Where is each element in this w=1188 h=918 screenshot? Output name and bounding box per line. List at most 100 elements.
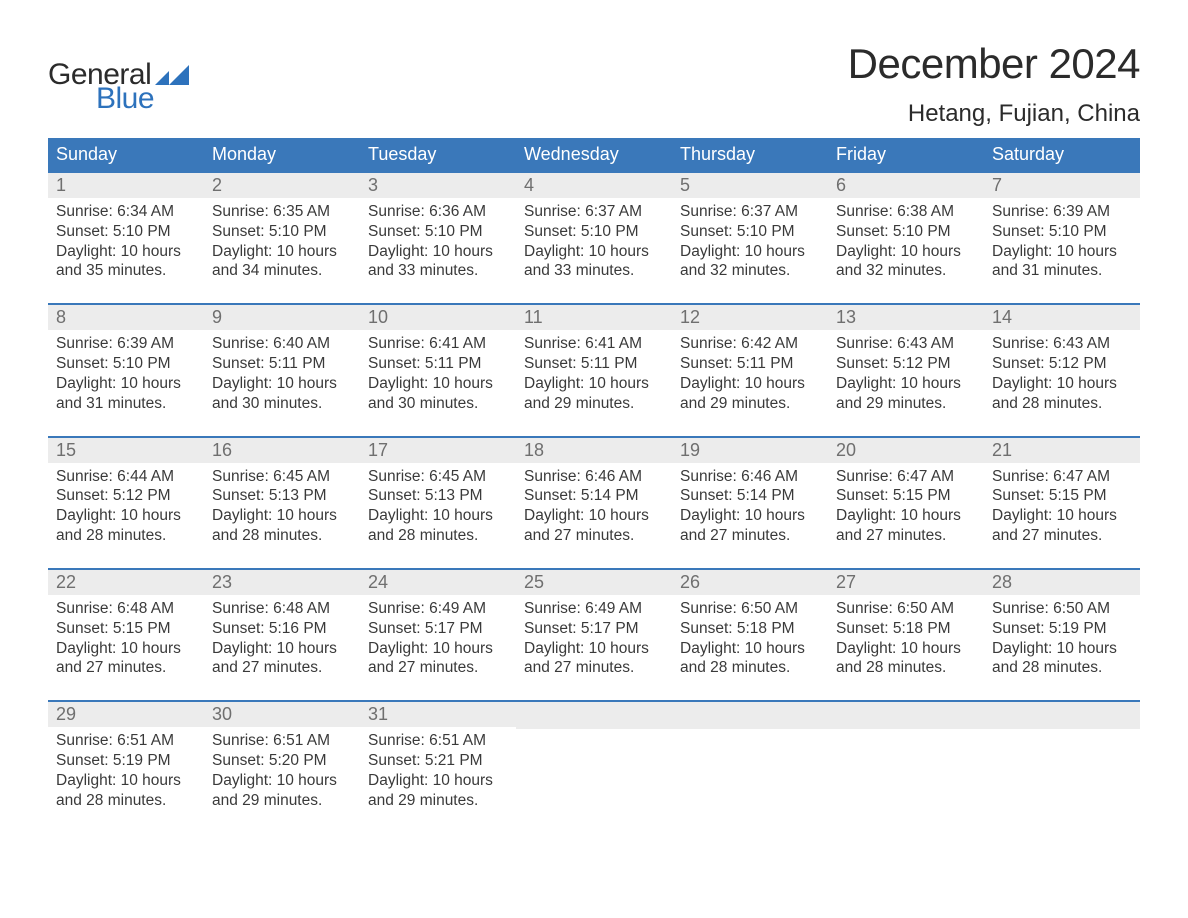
- day-number: 25: [516, 570, 672, 595]
- daylight-line-1: Daylight: 10 hours: [368, 242, 508, 262]
- day-cell: 23Sunrise: 6:48 AMSunset: 5:16 PMDayligh…: [204, 570, 360, 682]
- sunrise-line: Sunrise: 6:37 AM: [524, 202, 664, 222]
- day-body: Sunrise: 6:38 AMSunset: 5:10 PMDaylight:…: [828, 198, 984, 285]
- daylight-line-2: and 31 minutes.: [992, 261, 1132, 281]
- weekday-header: Thursday: [672, 138, 828, 171]
- daylight-line-2: and 27 minutes.: [56, 658, 196, 678]
- day-number: 14: [984, 305, 1140, 330]
- daylight-line-2: and 27 minutes.: [680, 526, 820, 546]
- day-number: 26: [672, 570, 828, 595]
- daylight-line-1: Daylight: 10 hours: [212, 374, 352, 394]
- day-body: Sunrise: 6:37 AMSunset: 5:10 PMDaylight:…: [672, 198, 828, 285]
- day-number: 2: [204, 173, 360, 198]
- day-number: 22: [48, 570, 204, 595]
- daylight-line-2: and 28 minutes.: [992, 658, 1132, 678]
- day-cell: [984, 702, 1140, 814]
- day-number: 12: [672, 305, 828, 330]
- day-cell: 3Sunrise: 6:36 AMSunset: 5:10 PMDaylight…: [360, 173, 516, 285]
- sunrise-line: Sunrise: 6:46 AM: [680, 467, 820, 487]
- day-number-empty: [672, 702, 828, 729]
- sunset-line: Sunset: 5:17 PM: [524, 619, 664, 639]
- day-cell: 17Sunrise: 6:45 AMSunset: 5:13 PMDayligh…: [360, 438, 516, 550]
- day-number: 16: [204, 438, 360, 463]
- day-cell: 18Sunrise: 6:46 AMSunset: 5:14 PMDayligh…: [516, 438, 672, 550]
- daylight-line-1: Daylight: 10 hours: [992, 506, 1132, 526]
- sunrise-line: Sunrise: 6:48 AM: [212, 599, 352, 619]
- day-body: Sunrise: 6:49 AMSunset: 5:17 PMDaylight:…: [360, 595, 516, 682]
- day-number: 31: [360, 702, 516, 727]
- day-number: 20: [828, 438, 984, 463]
- sunrise-line: Sunrise: 6:44 AM: [56, 467, 196, 487]
- daylight-line-1: Daylight: 10 hours: [368, 771, 508, 791]
- sunset-line: Sunset: 5:13 PM: [212, 486, 352, 506]
- brand-word2: Blue: [96, 84, 191, 114]
- daylight-line-2: and 27 minutes.: [212, 658, 352, 678]
- daylight-line-1: Daylight: 10 hours: [992, 242, 1132, 262]
- day-cell: 28Sunrise: 6:50 AMSunset: 5:19 PMDayligh…: [984, 570, 1140, 682]
- daylight-line-2: and 30 minutes.: [368, 394, 508, 414]
- sunset-line: Sunset: 5:10 PM: [992, 222, 1132, 242]
- weekday-header: Saturday: [984, 138, 1140, 171]
- day-body: Sunrise: 6:36 AMSunset: 5:10 PMDaylight:…: [360, 198, 516, 285]
- day-body: Sunrise: 6:47 AMSunset: 5:15 PMDaylight:…: [984, 463, 1140, 550]
- day-cell: 19Sunrise: 6:46 AMSunset: 5:14 PMDayligh…: [672, 438, 828, 550]
- daylight-line-1: Daylight: 10 hours: [56, 374, 196, 394]
- day-number: 7: [984, 173, 1140, 198]
- daylight-line-2: and 32 minutes.: [680, 261, 820, 281]
- day-number: 27: [828, 570, 984, 595]
- day-body: Sunrise: 6:44 AMSunset: 5:12 PMDaylight:…: [48, 463, 204, 550]
- daylight-line-2: and 28 minutes.: [680, 658, 820, 678]
- day-cell: 27Sunrise: 6:50 AMSunset: 5:18 PMDayligh…: [828, 570, 984, 682]
- daylight-line-2: and 29 minutes.: [680, 394, 820, 414]
- day-number: 11: [516, 305, 672, 330]
- week-row: 1Sunrise: 6:34 AMSunset: 5:10 PMDaylight…: [48, 171, 1140, 285]
- sunrise-line: Sunrise: 6:42 AM: [680, 334, 820, 354]
- daylight-line-2: and 27 minutes.: [992, 526, 1132, 546]
- sunrise-line: Sunrise: 6:51 AM: [368, 731, 508, 751]
- sunrise-line: Sunrise: 6:47 AM: [836, 467, 976, 487]
- day-body: Sunrise: 6:51 AMSunset: 5:19 PMDaylight:…: [48, 727, 204, 814]
- sunset-line: Sunset: 5:12 PM: [56, 486, 196, 506]
- day-cell: 21Sunrise: 6:47 AMSunset: 5:15 PMDayligh…: [984, 438, 1140, 550]
- sunrise-line: Sunrise: 6:41 AM: [368, 334, 508, 354]
- day-number-empty: [828, 702, 984, 729]
- daylight-line-2: and 27 minutes.: [836, 526, 976, 546]
- day-cell: 2Sunrise: 6:35 AMSunset: 5:10 PMDaylight…: [204, 173, 360, 285]
- day-body: Sunrise: 6:51 AMSunset: 5:20 PMDaylight:…: [204, 727, 360, 814]
- day-number: 10: [360, 305, 516, 330]
- weekday-header: Wednesday: [516, 138, 672, 171]
- sunset-line: Sunset: 5:17 PM: [368, 619, 508, 639]
- day-number: 23: [204, 570, 360, 595]
- day-cell: 13Sunrise: 6:43 AMSunset: 5:12 PMDayligh…: [828, 305, 984, 417]
- day-body: Sunrise: 6:35 AMSunset: 5:10 PMDaylight:…: [204, 198, 360, 285]
- daylight-line-2: and 34 minutes.: [212, 261, 352, 281]
- sunset-line: Sunset: 5:14 PM: [680, 486, 820, 506]
- daylight-line-2: and 28 minutes.: [992, 394, 1132, 414]
- sunset-line: Sunset: 5:15 PM: [992, 486, 1132, 506]
- day-cell: 12Sunrise: 6:42 AMSunset: 5:11 PMDayligh…: [672, 305, 828, 417]
- week-row: 8Sunrise: 6:39 AMSunset: 5:10 PMDaylight…: [48, 303, 1140, 417]
- day-cell: 1Sunrise: 6:34 AMSunset: 5:10 PMDaylight…: [48, 173, 204, 285]
- day-number: 29: [48, 702, 204, 727]
- day-body: Sunrise: 6:42 AMSunset: 5:11 PMDaylight:…: [672, 330, 828, 417]
- weekday-header: Sunday: [48, 138, 204, 171]
- daylight-line-2: and 27 minutes.: [524, 658, 664, 678]
- sunset-line: Sunset: 5:11 PM: [368, 354, 508, 374]
- title-block: December 2024 Hetang, Fujian, China: [848, 40, 1140, 128]
- day-number: 3: [360, 173, 516, 198]
- day-body: Sunrise: 6:50 AMSunset: 5:18 PMDaylight:…: [672, 595, 828, 682]
- daylight-line-1: Daylight: 10 hours: [56, 242, 196, 262]
- daylight-line-2: and 32 minutes.: [836, 261, 976, 281]
- daylight-line-2: and 28 minutes.: [212, 526, 352, 546]
- day-cell: [828, 702, 984, 814]
- daylight-line-1: Daylight: 10 hours: [56, 771, 196, 791]
- daylight-line-1: Daylight: 10 hours: [836, 639, 976, 659]
- week-row: 29Sunrise: 6:51 AMSunset: 5:19 PMDayligh…: [48, 700, 1140, 814]
- sunset-line: Sunset: 5:11 PM: [524, 354, 664, 374]
- sunset-line: Sunset: 5:10 PM: [56, 222, 196, 242]
- day-cell: 7Sunrise: 6:39 AMSunset: 5:10 PMDaylight…: [984, 173, 1140, 285]
- sunrise-line: Sunrise: 6:39 AM: [56, 334, 196, 354]
- day-number: 28: [984, 570, 1140, 595]
- daylight-line-1: Daylight: 10 hours: [992, 639, 1132, 659]
- weekday-header: Tuesday: [360, 138, 516, 171]
